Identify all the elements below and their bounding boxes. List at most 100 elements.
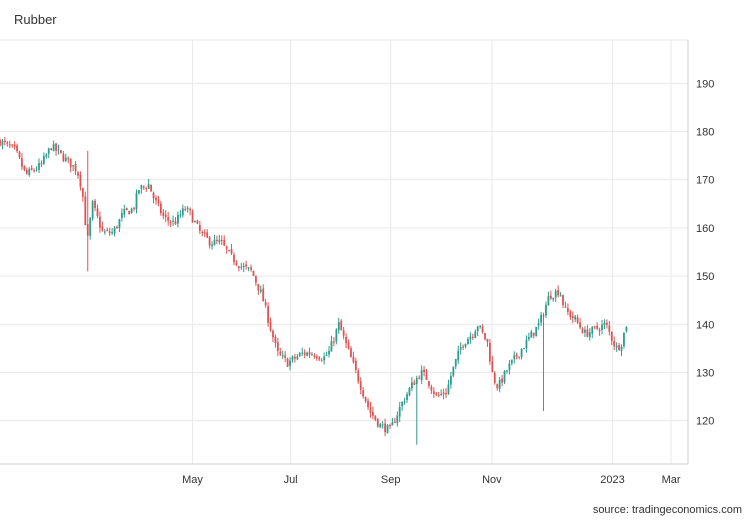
candle-body — [11, 144, 14, 146]
candle — [186, 206, 189, 213]
candle-body — [525, 339, 528, 349]
candle-body — [298, 353, 301, 356]
y-tick-label: 170 — [696, 175, 714, 187]
candle-body — [559, 295, 562, 297]
candle-body — [552, 297, 555, 300]
chart-title: Rubber — [14, 12, 57, 27]
candle — [157, 195, 160, 207]
candle — [35, 166, 38, 172]
candle-body — [272, 330, 274, 338]
candle — [415, 375, 418, 445]
candle-body — [379, 424, 382, 428]
candle-body — [376, 418, 379, 427]
candle-body — [428, 381, 430, 386]
candle — [486, 338, 489, 347]
candle-body — [245, 264, 248, 267]
candle-body — [194, 221, 196, 223]
candle — [450, 371, 452, 389]
candle-body — [474, 331, 477, 338]
candle-body — [518, 356, 521, 358]
candle — [615, 342, 618, 352]
candle-body — [450, 376, 452, 385]
candle-body — [408, 387, 411, 396]
candle-body — [257, 284, 260, 291]
candle-body — [389, 425, 391, 427]
candle-body — [89, 218, 92, 236]
candle-body — [267, 306, 270, 323]
candle-body — [608, 325, 611, 332]
candle-body — [296, 356, 299, 359]
candle — [123, 204, 126, 218]
candle-body — [130, 208, 133, 214]
candle-body — [547, 296, 550, 306]
candle-body — [1, 140, 4, 146]
candle — [42, 152, 45, 166]
candle — [423, 366, 425, 377]
candle-body — [201, 231, 204, 233]
candle-body — [530, 331, 533, 338]
candle-body — [45, 154, 48, 157]
candle-body — [457, 350, 460, 361]
candle-body — [328, 350, 330, 355]
candle-body — [515, 354, 518, 357]
candle-body — [362, 390, 365, 397]
candle-body — [393, 421, 396, 423]
candle — [610, 331, 613, 346]
candle-body — [289, 360, 291, 366]
candle — [323, 352, 326, 365]
candle — [381, 421, 384, 429]
candle-body — [501, 378, 503, 383]
candle-body — [279, 351, 282, 355]
candle — [584, 326, 586, 338]
candle-body — [588, 332, 591, 338]
candle — [72, 165, 75, 172]
candle — [47, 147, 50, 158]
candle — [77, 171, 79, 179]
candle-body — [169, 221, 172, 223]
candle — [291, 355, 294, 363]
candle-body — [252, 270, 255, 276]
candle — [281, 350, 284, 359]
candle — [379, 422, 382, 429]
candle-body — [301, 352, 304, 354]
candle — [318, 356, 321, 362]
candle-body — [613, 341, 616, 347]
candle-body — [291, 356, 294, 360]
candle — [225, 245, 228, 254]
candle-body — [603, 322, 606, 326]
candle — [91, 199, 94, 221]
candle — [167, 211, 170, 226]
candle-body — [342, 330, 345, 336]
candle-body — [454, 359, 457, 367]
candle — [357, 368, 360, 384]
candle — [342, 326, 345, 340]
candle — [532, 332, 535, 339]
candle — [111, 228, 114, 236]
candle — [547, 291, 550, 306]
candle-body — [420, 370, 423, 381]
candle-body — [452, 366, 455, 376]
y-tick-label: 130 — [696, 367, 714, 379]
candle — [601, 319, 603, 335]
candle-body — [593, 326, 596, 328]
candle — [566, 303, 569, 316]
candle-body — [320, 360, 323, 362]
candle-body — [157, 199, 160, 204]
candle-body — [437, 394, 440, 396]
candle-body — [50, 148, 53, 150]
candle — [576, 314, 579, 325]
candle — [396, 411, 399, 427]
candle-body — [445, 393, 447, 395]
candle-body — [545, 304, 547, 316]
candle — [86, 150, 89, 272]
candle — [179, 210, 182, 218]
candle-body — [269, 321, 272, 331]
candle — [62, 150, 65, 163]
candle — [605, 319, 608, 329]
candle — [286, 357, 289, 367]
candle — [501, 375, 503, 387]
candle — [462, 344, 464, 351]
candle — [267, 302, 270, 327]
candle-body — [216, 239, 218, 241]
candle — [425, 368, 428, 380]
